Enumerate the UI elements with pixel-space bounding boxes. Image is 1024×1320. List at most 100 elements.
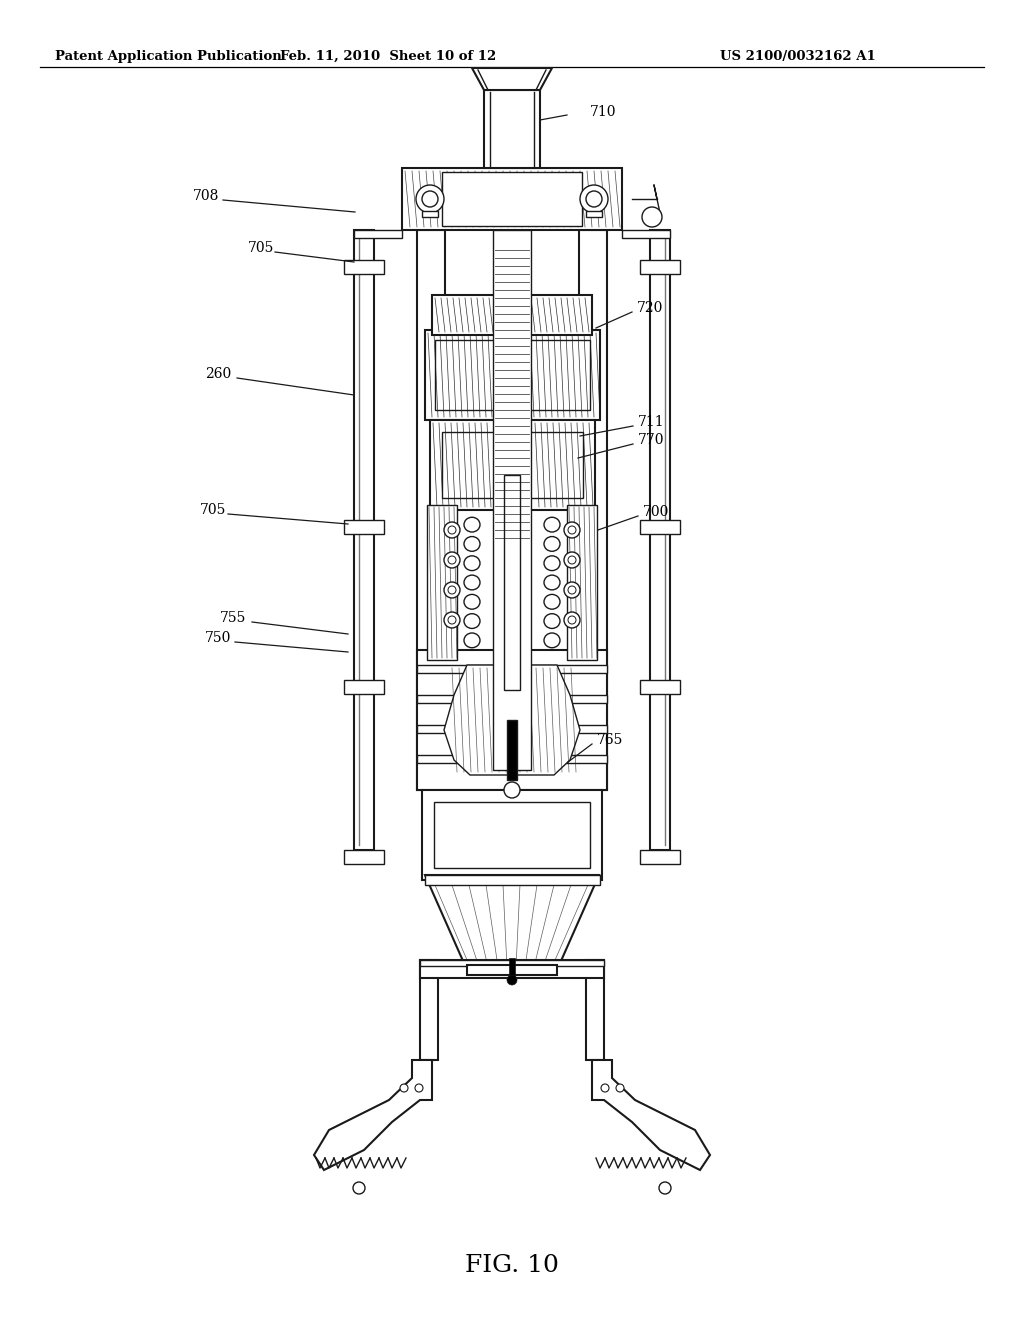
Ellipse shape: [544, 576, 560, 590]
Ellipse shape: [544, 556, 560, 570]
Circle shape: [659, 1181, 671, 1195]
Circle shape: [416, 185, 444, 213]
Circle shape: [564, 552, 580, 568]
Bar: [425, 330, 600, 420]
Circle shape: [400, 1084, 408, 1092]
Bar: [417, 755, 607, 763]
Bar: [434, 803, 590, 869]
Circle shape: [444, 552, 460, 568]
Circle shape: [568, 586, 575, 594]
Bar: [507, 719, 517, 780]
Bar: [344, 260, 384, 275]
Bar: [504, 475, 520, 690]
Ellipse shape: [464, 536, 480, 552]
Circle shape: [449, 616, 456, 624]
Bar: [417, 230, 445, 789]
Bar: [344, 520, 384, 535]
Text: 720: 720: [637, 301, 664, 315]
Text: 755: 755: [220, 611, 247, 624]
Text: US 2100/0032162 A1: US 2100/0032162 A1: [720, 50, 876, 63]
Bar: [344, 850, 384, 865]
Bar: [402, 168, 622, 230]
Circle shape: [415, 1084, 423, 1092]
Text: 260: 260: [205, 367, 231, 381]
Ellipse shape: [544, 517, 560, 532]
Bar: [640, 520, 680, 535]
Bar: [579, 230, 607, 789]
Circle shape: [564, 612, 580, 628]
Bar: [417, 665, 607, 673]
Bar: [420, 960, 438, 1060]
Bar: [354, 230, 374, 850]
Bar: [622, 230, 670, 238]
Circle shape: [616, 1084, 624, 1092]
Bar: [344, 680, 384, 694]
Circle shape: [444, 612, 460, 628]
Bar: [417, 696, 607, 704]
Text: Patent Application Publication: Patent Application Publication: [55, 50, 282, 63]
Circle shape: [564, 582, 580, 598]
Bar: [354, 230, 402, 238]
Ellipse shape: [464, 517, 480, 532]
Ellipse shape: [464, 556, 480, 570]
Bar: [427, 506, 457, 660]
Bar: [430, 420, 595, 510]
Bar: [442, 432, 583, 498]
Polygon shape: [425, 875, 599, 970]
Bar: [484, 90, 540, 168]
Ellipse shape: [464, 634, 480, 648]
Bar: [586, 211, 602, 216]
Circle shape: [449, 525, 456, 535]
Circle shape: [504, 781, 520, 799]
Text: 770: 770: [638, 433, 665, 447]
Circle shape: [449, 556, 456, 564]
Text: FIG. 10: FIG. 10: [465, 1254, 559, 1276]
Circle shape: [444, 521, 460, 539]
Ellipse shape: [544, 594, 560, 609]
Circle shape: [586, 191, 602, 207]
Bar: [417, 649, 607, 789]
Bar: [442, 172, 582, 226]
Polygon shape: [314, 1060, 432, 1170]
Bar: [420, 960, 604, 978]
Bar: [432, 294, 592, 335]
Polygon shape: [592, 1060, 710, 1170]
Circle shape: [580, 185, 608, 213]
Ellipse shape: [544, 536, 560, 552]
Bar: [640, 260, 680, 275]
Circle shape: [601, 1084, 609, 1092]
Bar: [640, 680, 680, 694]
Bar: [435, 341, 590, 411]
Circle shape: [642, 207, 662, 227]
Circle shape: [564, 521, 580, 539]
Circle shape: [568, 616, 575, 624]
Text: 711: 711: [638, 414, 665, 429]
Bar: [586, 960, 604, 1060]
Circle shape: [449, 586, 456, 594]
Ellipse shape: [464, 594, 480, 609]
Bar: [422, 211, 438, 216]
Circle shape: [568, 525, 575, 535]
Ellipse shape: [464, 614, 480, 628]
Bar: [422, 789, 602, 880]
Text: 705: 705: [248, 242, 274, 255]
Text: Feb. 11, 2010  Sheet 10 of 12: Feb. 11, 2010 Sheet 10 of 12: [280, 50, 496, 63]
Ellipse shape: [464, 576, 480, 590]
Text: 708: 708: [193, 189, 219, 203]
Circle shape: [353, 1181, 365, 1195]
Circle shape: [507, 975, 517, 985]
Bar: [567, 506, 597, 660]
Bar: [425, 875, 600, 884]
Bar: [467, 965, 557, 975]
Circle shape: [568, 556, 575, 564]
Text: 700: 700: [643, 506, 670, 519]
Text: 765: 765: [597, 733, 624, 747]
Ellipse shape: [544, 634, 560, 648]
Bar: [417, 725, 607, 733]
Text: 710: 710: [590, 106, 616, 119]
Text: 750: 750: [205, 631, 231, 645]
Circle shape: [444, 582, 460, 598]
Bar: [650, 230, 670, 850]
Bar: [420, 960, 604, 966]
Ellipse shape: [544, 614, 560, 628]
